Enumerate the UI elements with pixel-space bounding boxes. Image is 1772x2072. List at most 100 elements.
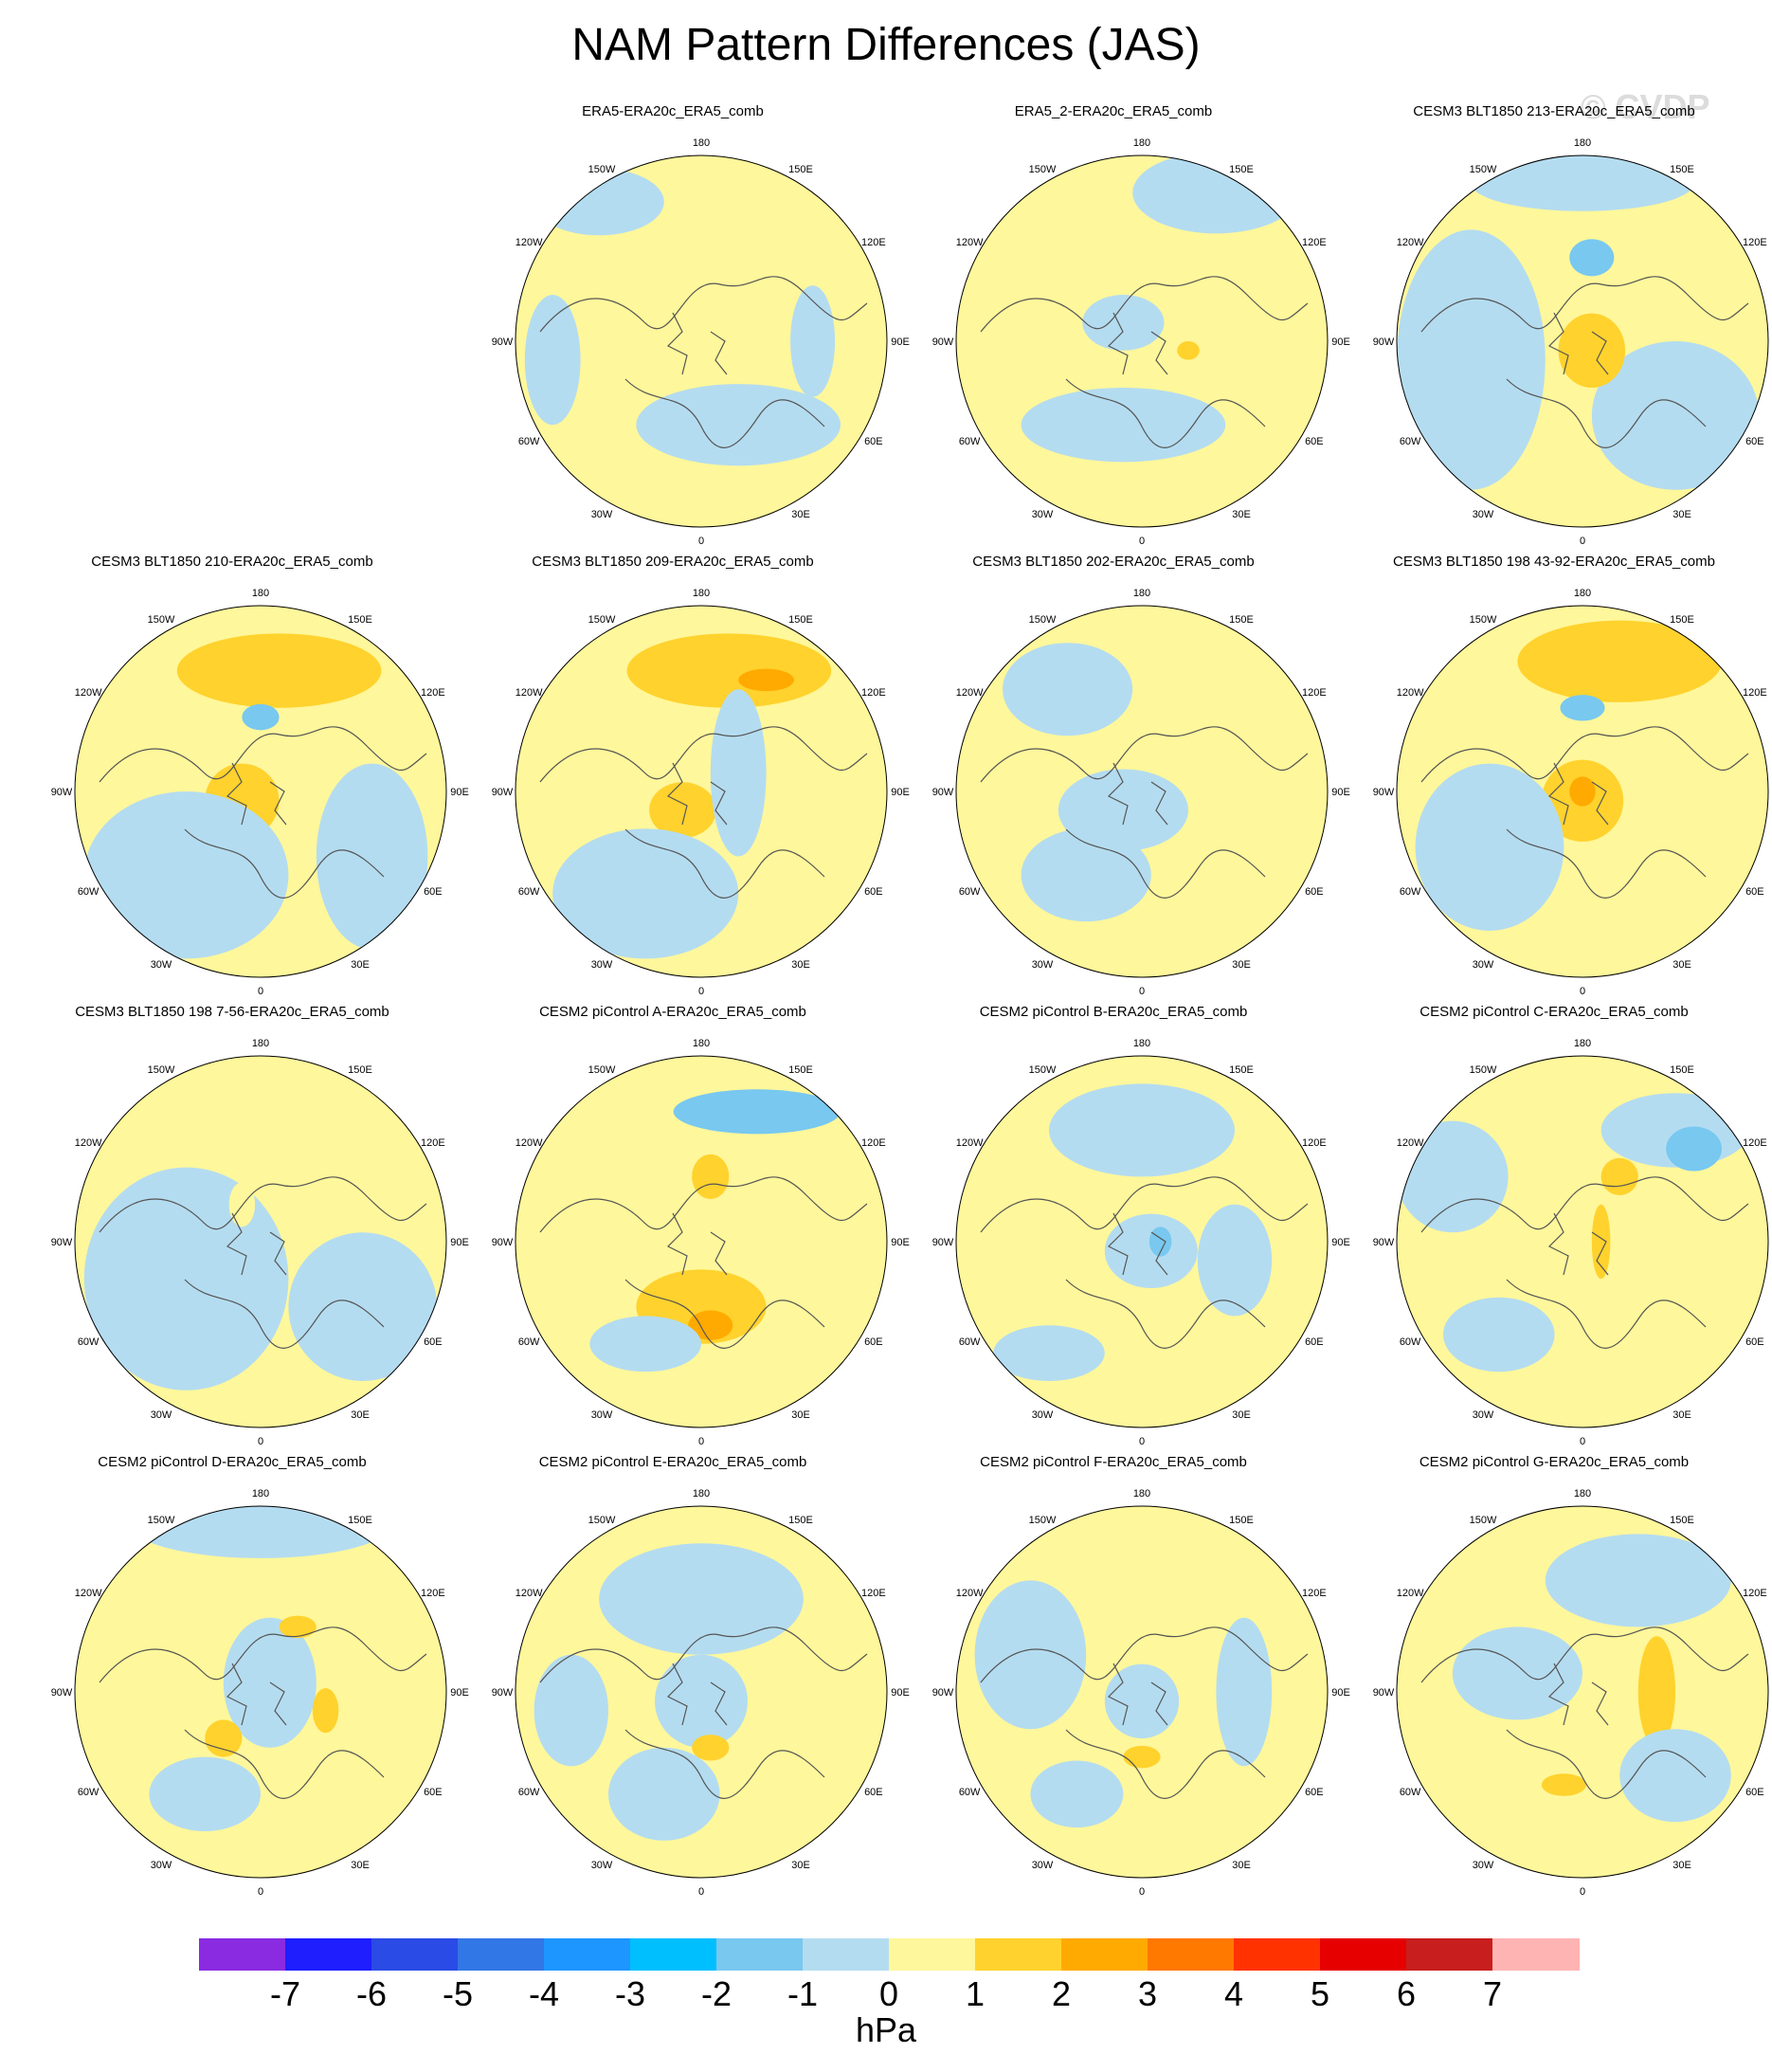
panel-title: CESM3 BLT1850 198 43-92-ERA20c_ERA5_comb xyxy=(1393,554,1715,570)
longitude-label: 60W xyxy=(78,886,99,898)
longitude-label: 150E xyxy=(788,1064,813,1076)
longitude-label: 90W xyxy=(492,336,514,348)
longitude-label: 60E xyxy=(1305,1336,1324,1348)
map-border xyxy=(955,1505,1329,1879)
longitude-label: 0 xyxy=(698,1436,704,1447)
coastline xyxy=(539,1627,868,1799)
longitude-label: 30W xyxy=(151,1860,172,1871)
colorbar-tick-label: 4 xyxy=(1223,1974,1244,2013)
longitude-label: 30E xyxy=(351,1860,370,1871)
longitude-label: 150W xyxy=(148,1515,175,1526)
anomaly-contour xyxy=(1471,155,1694,211)
longitude-label: 90E xyxy=(891,787,910,798)
longitude-label: 150W xyxy=(148,614,175,626)
longitude-label: 60E xyxy=(1305,1787,1324,1798)
longitude-label: 180 xyxy=(1133,1488,1150,1499)
longitude-label: 30W xyxy=(1473,509,1494,520)
longitude-label: 60W xyxy=(1400,1336,1421,1348)
anomaly-contour xyxy=(1569,239,1615,277)
longitude-label: 120E xyxy=(861,687,886,699)
longitude-label: 90E xyxy=(1331,1237,1350,1248)
longitude-label: 30E xyxy=(351,959,370,971)
longitude-label: 120E xyxy=(861,1588,886,1599)
longitude-label: 150W xyxy=(1470,1515,1497,1526)
colorbar-tick-label: 0 xyxy=(878,1974,899,2013)
longitude-label: 150W xyxy=(1029,164,1057,175)
map-border xyxy=(1396,154,1769,528)
coastline xyxy=(1420,1627,1749,1799)
longitude-label: 120E xyxy=(421,687,445,699)
longitude-label: 120E xyxy=(1302,237,1327,248)
map-panel: CESM2 piControl G-ERA20c_ERA5_comb 180 150… xyxy=(1360,1454,1772,1915)
longitude-label: 90E xyxy=(1331,336,1350,348)
map-panel: CESM2 piControl E-ERA20c_ERA5_comb 180 150… xyxy=(479,1454,924,1915)
coastline xyxy=(539,726,868,899)
longitude-label: 150W xyxy=(588,1064,616,1076)
longitude-label: 60E xyxy=(424,1336,443,1348)
map-panel: CESM3 BLT1850 213-ERA20c_ERA5_comb 180 150… xyxy=(1360,103,1772,564)
anomaly-contour xyxy=(524,295,581,426)
panel-title: CESM2 piControl G-ERA20c_ERA5_comb xyxy=(1419,1454,1690,1470)
colorbar-tick-label: -2 xyxy=(700,1974,732,2013)
map-panel: CESM2 piControl B-ERA20c_ERA5_comb 180 150… xyxy=(919,1004,1365,1464)
anomaly-contour xyxy=(288,1232,438,1381)
longitude-label: 180 xyxy=(252,588,269,599)
colorbar-swatch xyxy=(285,1938,372,1971)
map-panel: CESM2 piControl C-ERA20c_ERA5_comb 180 150… xyxy=(1360,1004,1772,1464)
map-border xyxy=(955,605,1329,978)
longitude-label: 180 xyxy=(1133,1038,1150,1049)
longitude-label: 120W xyxy=(75,1588,102,1599)
anomaly-contour xyxy=(1049,1083,1235,1177)
longitude-label: 0 xyxy=(258,1886,263,1898)
map-panel: CESM3 BLT1850 198 43-92-ERA20c_ERA5_comb… xyxy=(1360,554,1772,1014)
coastline xyxy=(99,1627,427,1799)
longitude-label: 150W xyxy=(1029,1515,1057,1526)
anomaly-contour xyxy=(673,1089,841,1135)
map-border xyxy=(74,605,447,978)
panel-title: CESM2 piControl A-ERA20c_ERA5_comb xyxy=(539,1004,806,1020)
longitude-label: 120E xyxy=(1743,1588,1767,1599)
longitude-label: 90E xyxy=(450,1687,469,1699)
anomaly-contour xyxy=(533,1654,608,1767)
longitude-label: 60E xyxy=(864,436,883,447)
anomaly-contour xyxy=(608,1747,720,1841)
anomaly-contour xyxy=(533,168,664,236)
anomaly-contour xyxy=(738,668,794,692)
map-border xyxy=(74,1055,447,1428)
longitude-label: 180 xyxy=(693,1038,710,1049)
longitude-label: 120W xyxy=(515,687,543,699)
longitude-label: 120W xyxy=(956,1137,984,1149)
colorbar-swatch xyxy=(458,1938,545,1971)
anomaly-contour xyxy=(1123,1745,1161,1769)
anomaly-contour xyxy=(242,703,280,731)
longitude-label: 60E xyxy=(864,1336,883,1348)
panel-title: CESM2 piControl B-ERA20c_ERA5_comb xyxy=(979,1004,1248,1020)
longitude-label: 0 xyxy=(1580,1886,1585,1898)
longitude-label: 180 xyxy=(1574,1038,1591,1049)
anomaly-contour xyxy=(1517,620,1722,702)
panel-title: ERA5-ERA20c_ERA5_comb xyxy=(582,103,764,119)
panel-title: CESM2 piControl F-ERA20c_ERA5_comb xyxy=(980,1454,1247,1470)
longitude-label: 90W xyxy=(932,1687,954,1699)
coastline xyxy=(980,726,1309,899)
longitude-label: 90W xyxy=(51,1237,73,1248)
anomaly-contour xyxy=(1591,1204,1611,1280)
panel-title: CESM3 BLT1850 213-ERA20c_ERA5_comb xyxy=(1413,103,1695,119)
longitude-label: 120W xyxy=(75,687,102,699)
longitude-label: 60E xyxy=(424,886,443,898)
longitude-label: 120E xyxy=(421,1137,445,1149)
longitude-label: 150E xyxy=(1229,614,1254,626)
longitude-label: 90W xyxy=(1373,336,1395,348)
anomaly-contour xyxy=(279,1615,316,1639)
longitude-label: 30W xyxy=(591,1409,613,1421)
longitude-label: 120E xyxy=(1743,687,1767,699)
map-border xyxy=(515,154,888,528)
longitude-label: 30E xyxy=(791,959,810,971)
longitude-label: 30E xyxy=(1673,959,1691,971)
longitude-label: 120E xyxy=(1302,1137,1327,1149)
anomaly-contour xyxy=(1666,1126,1722,1172)
longitude-label: 120E xyxy=(861,1137,886,1149)
